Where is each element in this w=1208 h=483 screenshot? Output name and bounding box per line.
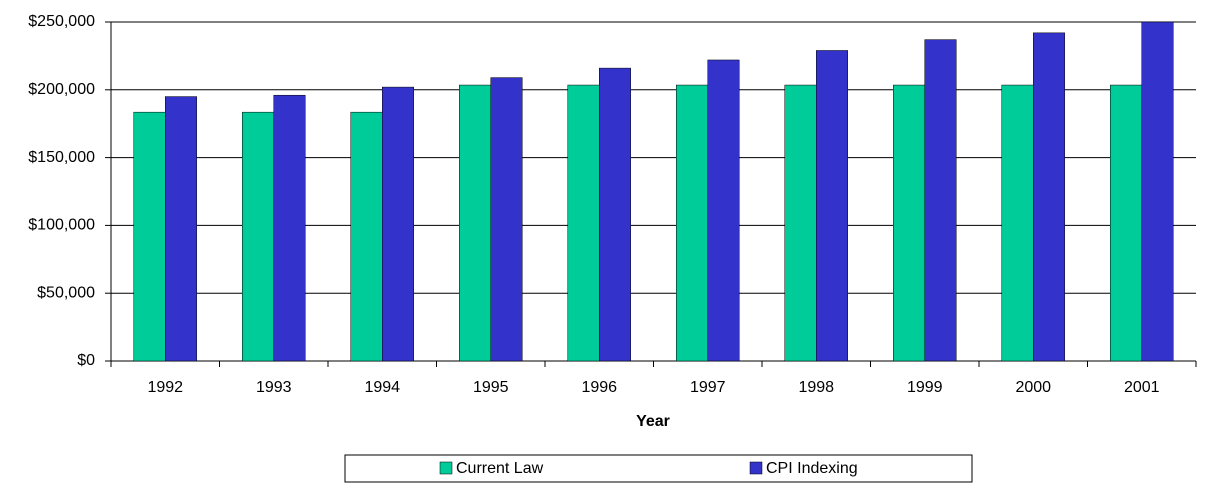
bar	[893, 84, 925, 362]
x-tick-label: 1995	[473, 379, 509, 396]
legend-box	[344, 454, 973, 483]
x-tick-label: 1994	[364, 379, 400, 396]
bar	[242, 111, 275, 362]
x-tick-label: 1997	[690, 379, 726, 396]
y-tick-label: $200,000	[28, 81, 95, 98]
bar	[1141, 21, 1174, 362]
bar	[165, 96, 197, 362]
bar	[459, 84, 492, 362]
x-tick-label: 2000	[1015, 379, 1051, 396]
legend-swatch	[439, 461, 453, 475]
bar	[599, 67, 631, 362]
bar	[490, 77, 523, 362]
bar	[1110, 84, 1143, 362]
legend-label: Current Law	[456, 460, 544, 477]
legend-label: CPI Indexing	[766, 460, 858, 477]
bar	[133, 111, 166, 362]
x-axis-title: Year	[636, 413, 670, 430]
bar	[1033, 32, 1065, 362]
bar	[816, 50, 848, 362]
x-tick-label: 2001	[1124, 379, 1160, 396]
y-tick-label: $0	[77, 352, 95, 369]
bar	[676, 84, 708, 362]
x-tick-label: 1998	[798, 379, 834, 396]
x-tick-label: 1999	[907, 379, 943, 396]
legend-swatch	[749, 461, 763, 475]
bar	[350, 111, 383, 362]
bar	[567, 84, 600, 362]
x-tick-label: 1993	[256, 379, 292, 396]
y-tick-label: $250,000	[28, 13, 95, 30]
x-tick-label: 1996	[581, 379, 617, 396]
bar	[1001, 84, 1034, 362]
bar	[273, 94, 306, 362]
y-tick-label: $50,000	[37, 284, 95, 301]
y-tick-label: $150,000	[28, 149, 95, 166]
bar	[707, 59, 740, 362]
bar	[924, 39, 957, 362]
bar	[382, 86, 414, 362]
x-tick-label: 1992	[147, 379, 183, 396]
y-tick-label: $100,000	[28, 217, 95, 234]
bar	[784, 84, 817, 362]
